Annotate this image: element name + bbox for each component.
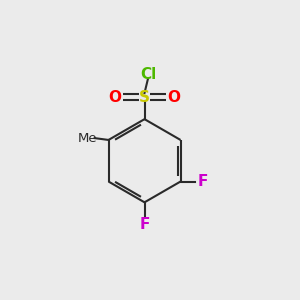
- Text: Me: Me: [78, 132, 98, 145]
- Text: F: F: [197, 174, 208, 189]
- Text: Cl: Cl: [140, 67, 156, 82]
- Text: O: O: [168, 90, 181, 105]
- Text: F: F: [139, 217, 150, 232]
- Text: O: O: [108, 90, 122, 105]
- Text: S: S: [139, 90, 150, 105]
